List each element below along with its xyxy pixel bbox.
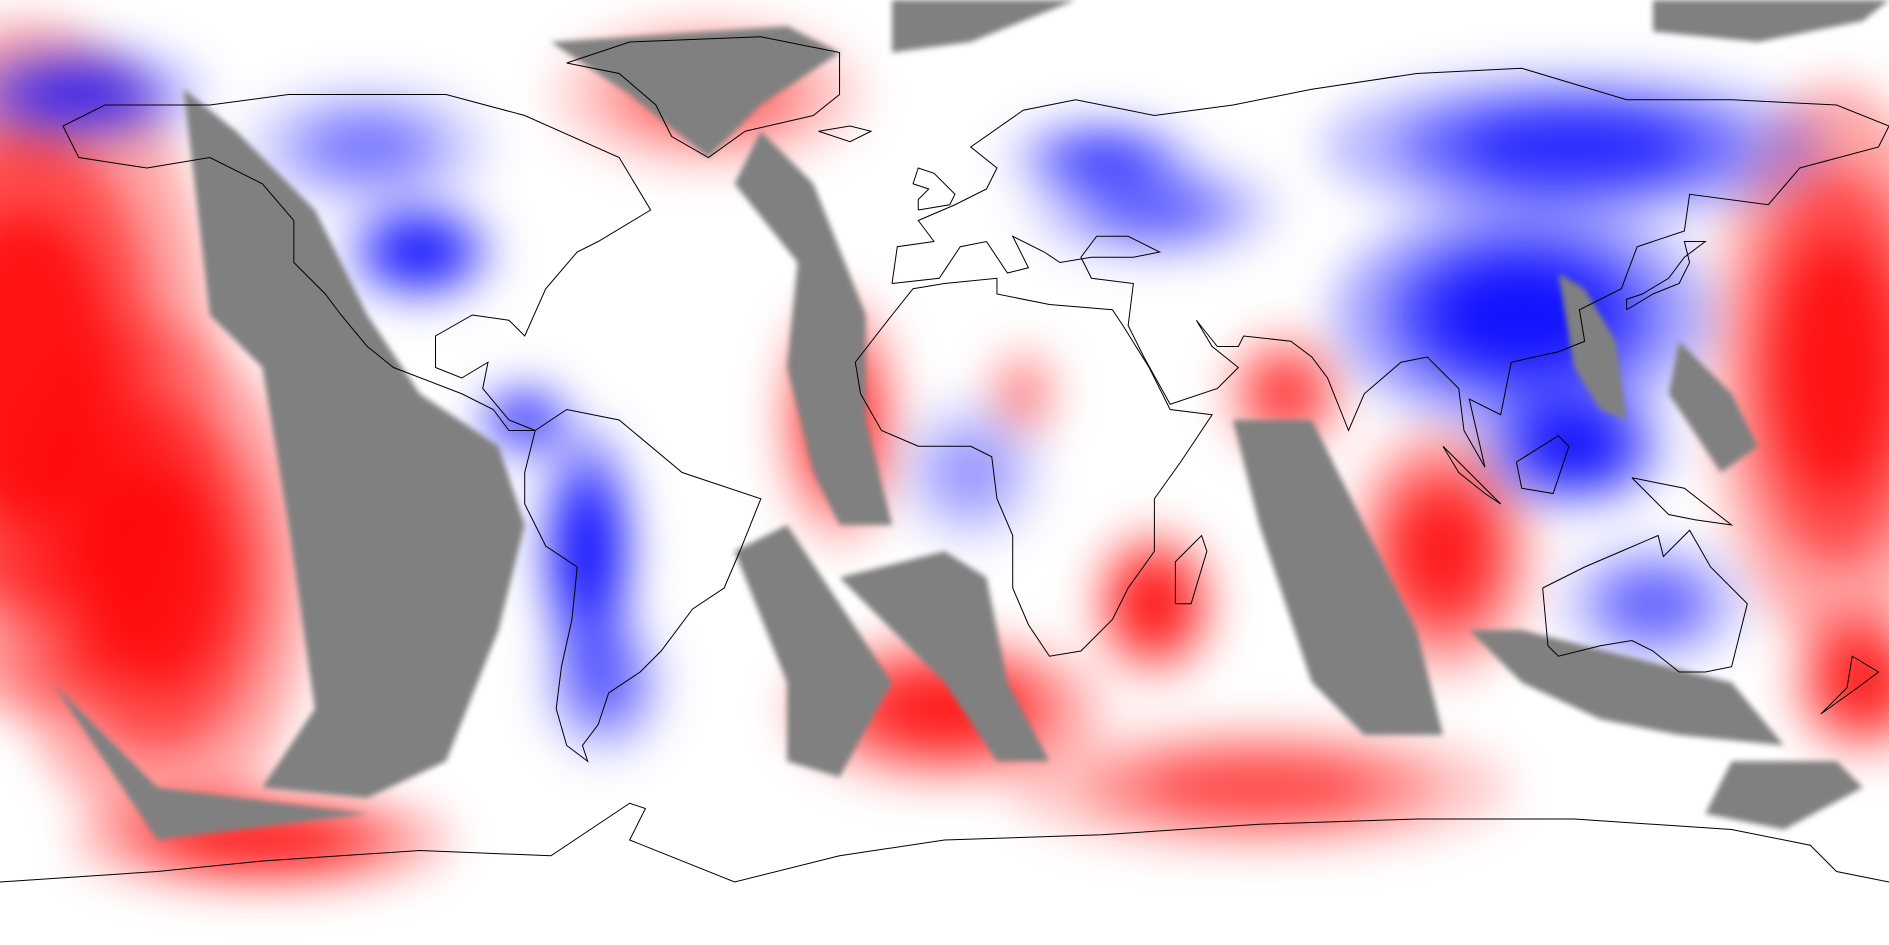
indian-ocean-east-anomaly [1400, 494, 1486, 608]
south-australia-gap [1469, 630, 1785, 746]
central-america-anomaly [502, 402, 548, 438]
australia-anomaly [1610, 575, 1696, 633]
sumatra-coast [1442, 445, 1502, 505]
central-africa-anomaly [1006, 371, 1041, 417]
north-pole-gap [892, 0, 1076, 53]
arctic-ne [1652, 0, 1889, 42]
madagascar-coast [1174, 534, 1208, 605]
south-atlantic-gap [734, 525, 893, 777]
africa-coast [854, 277, 1213, 657]
north-america-coast [62, 94, 652, 431]
borneo-coast [1515, 435, 1570, 495]
eurasia-coast [891, 67, 1889, 468]
southern-ocean-anomaly [1145, 759, 1373, 816]
west-africa-anomaly [936, 438, 1005, 507]
patagonia-anomaly [575, 648, 632, 717]
north-atlantic-gap [734, 131, 893, 525]
west-pacific-anomaly [1779, 239, 1889, 496]
arabian-sea-anomaly [1257, 365, 1314, 423]
antarctica-coast [0, 802, 1889, 883]
east-china-sea-gap [1558, 273, 1627, 420]
greenland-gap [550, 26, 840, 158]
central-pacific-anomaly [86, 464, 229, 691]
australia-coast [1542, 529, 1748, 673]
west-pacific-gap [1668, 341, 1758, 473]
canada-anomaly [310, 118, 424, 176]
east-pacific-gap [183, 89, 525, 798]
new-guinea-coast [1631, 477, 1734, 526]
greenland-coast [566, 36, 841, 159]
new-zealand-anomaly [1828, 648, 1889, 717]
southern-africa-ocean-anomaly [1126, 569, 1183, 638]
antarctic-east-gap [1705, 761, 1863, 830]
africa-ocean-gap [839, 551, 1050, 762]
new-zealand-coast [1820, 655, 1880, 715]
andes-anomaly [565, 494, 611, 608]
north-pacific-arctic-anomaly [22, 71, 136, 118]
south-pacific-gap [52, 682, 368, 840]
east-europe-anomaly [1097, 187, 1212, 233]
north-america-anomaly [385, 229, 454, 275]
siberia-anomaly [1460, 112, 1688, 182]
coastline-layer [0, 36, 1889, 883]
missing-data-layer [52, 0, 1889, 840]
iceland-coast [818, 125, 873, 143]
maritime-continent-anomaly [1531, 417, 1617, 475]
south-america-coast [524, 408, 762, 763]
negative-anomaly-layer [0, 44, 1827, 759]
uk-coast [912, 167, 956, 211]
indian-ocean-gap [1233, 420, 1443, 735]
japan-coast [1626, 241, 1707, 311]
